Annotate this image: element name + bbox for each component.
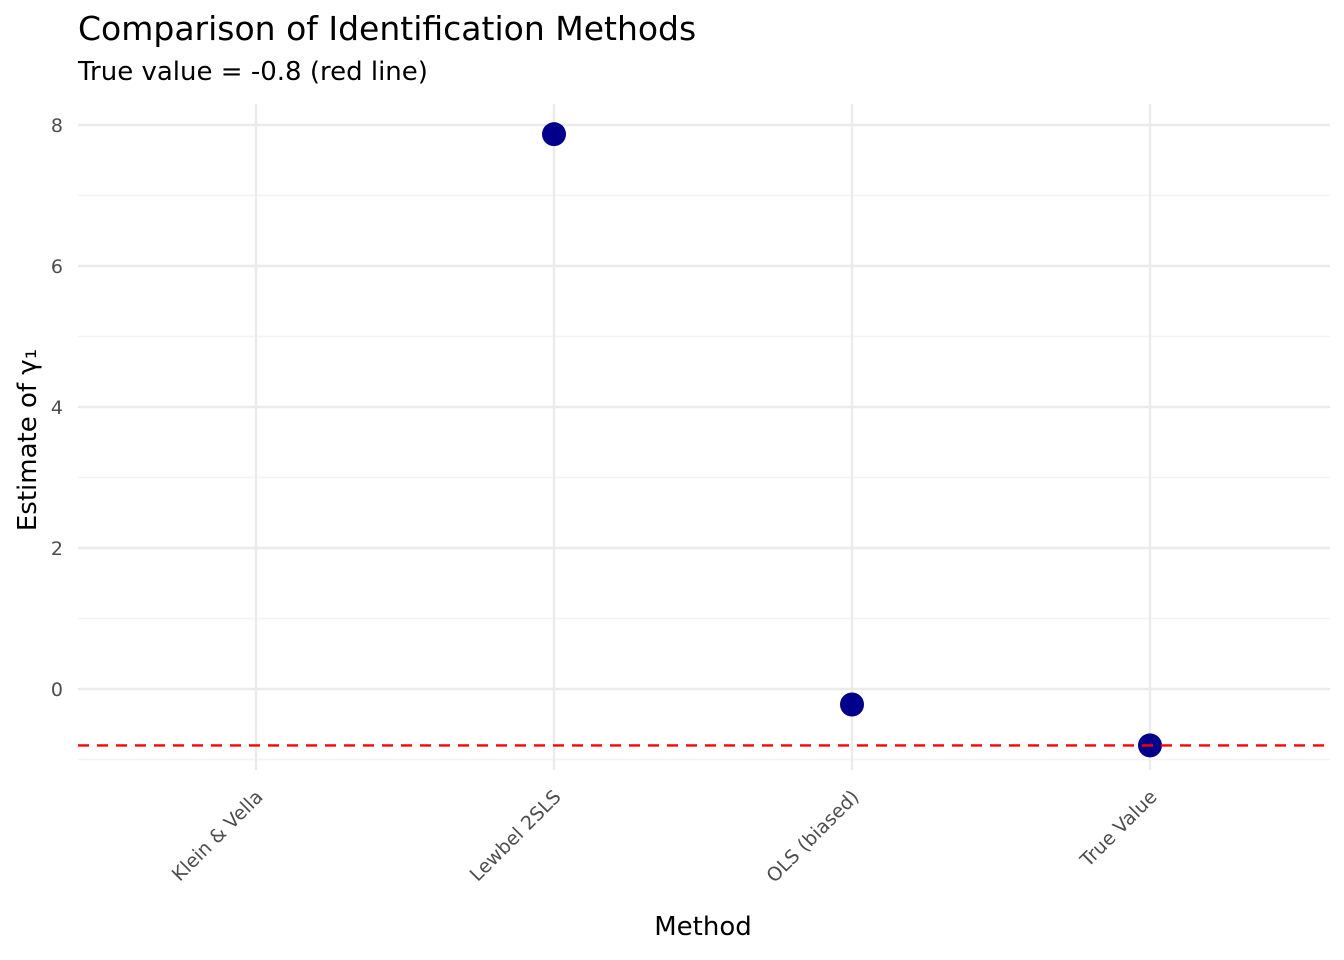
y-tick-label: 2 xyxy=(51,538,63,560)
y-tick-label: 4 xyxy=(51,397,63,419)
y-tick-label: 6 xyxy=(51,256,63,278)
x-tick-label: Lewbel 2SLS xyxy=(466,786,566,886)
x-tick-labels: Klein & Vella Lewbel 2SLS OLS (biased) True… xyxy=(168,786,1162,887)
data-point xyxy=(542,122,566,147)
minor-gridlines xyxy=(78,194,1330,761)
y-tick-label: 8 xyxy=(51,115,63,137)
x-tick-label: Klein & Vella xyxy=(168,786,268,886)
y-tick-label: 0 xyxy=(51,679,63,701)
x-tick-label: True Value xyxy=(1076,786,1162,872)
major-gridlines xyxy=(78,104,1330,770)
data-point xyxy=(840,692,864,717)
chart-title: Comparison of Identification Methods xyxy=(78,9,697,48)
x-tick-label: OLS (biased) xyxy=(762,786,863,887)
x-axis-label: Method xyxy=(654,912,752,942)
chart-subtitle: True value = -0.8 (red line) xyxy=(78,57,428,87)
y-tick-labels: 0 2 4 6 8 xyxy=(51,115,63,701)
